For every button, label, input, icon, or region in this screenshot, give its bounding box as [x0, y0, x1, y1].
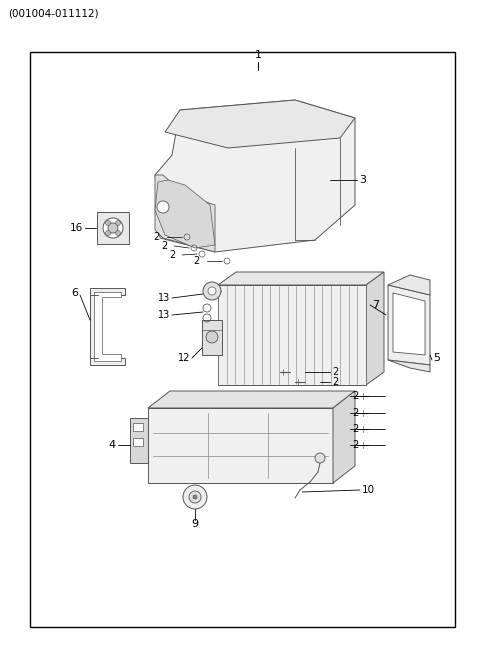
Bar	[97, 212, 129, 244]
Text: 16: 16	[70, 223, 83, 233]
Text: 6: 6	[71, 288, 78, 298]
Circle shape	[116, 231, 120, 236]
Bar	[133, 423, 143, 431]
Polygon shape	[130, 418, 148, 463]
Text: 7: 7	[372, 300, 379, 310]
Text: 2: 2	[352, 391, 358, 401]
Polygon shape	[155, 100, 355, 252]
Circle shape	[189, 491, 201, 503]
Polygon shape	[155, 180, 215, 248]
Polygon shape	[90, 288, 125, 365]
Circle shape	[206, 331, 218, 343]
Polygon shape	[148, 391, 355, 408]
Bar	[218, 285, 366, 385]
Polygon shape	[333, 391, 355, 483]
Polygon shape	[148, 408, 333, 483]
Text: 12: 12	[178, 353, 190, 363]
Text: 4: 4	[109, 440, 116, 450]
Bar	[133, 438, 143, 446]
Bar	[202, 320, 222, 355]
Polygon shape	[388, 275, 430, 295]
Text: 2: 2	[154, 232, 160, 242]
Text: 5: 5	[433, 353, 440, 363]
Polygon shape	[388, 360, 430, 372]
Text: 9: 9	[192, 519, 199, 529]
Circle shape	[183, 485, 207, 509]
Circle shape	[103, 218, 123, 238]
Polygon shape	[366, 272, 384, 385]
Circle shape	[315, 453, 325, 463]
Text: 2: 2	[332, 377, 338, 387]
Polygon shape	[155, 175, 215, 252]
Text: 13: 13	[158, 293, 170, 303]
Circle shape	[108, 223, 118, 233]
Circle shape	[203, 282, 221, 300]
Polygon shape	[165, 100, 355, 148]
Text: 10: 10	[362, 485, 375, 495]
Circle shape	[193, 495, 197, 499]
Circle shape	[106, 221, 110, 225]
Text: 2: 2	[161, 241, 167, 251]
Polygon shape	[393, 293, 425, 355]
Text: 2: 2	[352, 440, 358, 450]
Circle shape	[208, 287, 216, 295]
Text: 3: 3	[359, 175, 366, 185]
Polygon shape	[94, 292, 121, 361]
Text: 2: 2	[352, 424, 358, 434]
Polygon shape	[218, 272, 384, 285]
Circle shape	[157, 201, 169, 213]
Text: 2: 2	[332, 367, 338, 377]
Circle shape	[106, 231, 110, 236]
Bar	[30, 52, 455, 627]
Polygon shape	[388, 285, 430, 365]
Text: 13: 13	[158, 310, 170, 320]
Text: 2: 2	[169, 250, 175, 260]
Text: 2: 2	[352, 408, 358, 418]
Text: (001004-011112): (001004-011112)	[8, 9, 98, 19]
Text: 1: 1	[254, 50, 262, 60]
Text: 2: 2	[194, 256, 200, 266]
Circle shape	[116, 221, 120, 225]
